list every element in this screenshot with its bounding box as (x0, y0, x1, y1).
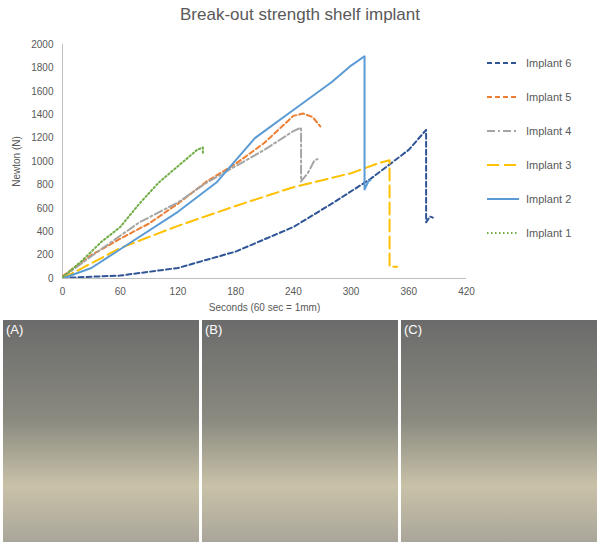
html-text:Implant 4: Implant 4 (526, 125, 572, 137)
html-text:Break-out strength shelf impla: Break-out strength shelf implant (180, 5, 420, 24)
html-text:Implant 2: Implant 2 (526, 193, 572, 205)
html-text:Implant 1: Implant 1 (526, 227, 572, 239)
svg-text:Seconds (60 sec = 1mm): Seconds (60 sec = 1mm) (209, 302, 320, 313)
svg-text:2000: 2000 (31, 39, 54, 50)
svg-text:240: 240 (285, 286, 302, 297)
html-text:Implant 6: Implant 6 (526, 57, 572, 69)
svg-text:360: 360 (400, 286, 417, 297)
html-text:Implant 3: Implant 3 (526, 159, 572, 171)
svg-text:Newton (N): Newton (N) (11, 136, 22, 187)
svg-text:0: 0 (48, 273, 54, 284)
svg-text:120: 120 (170, 286, 187, 297)
svg-text:0: 0 (60, 286, 66, 297)
html-text:(A): (A) (6, 322, 24, 337)
svg-text:400: 400 (37, 226, 54, 237)
svg-text:300: 300 (343, 286, 360, 297)
html-text:(B): (B) (205, 322, 223, 337)
svg-text:1800: 1800 (31, 62, 54, 73)
svg-text:1400: 1400 (31, 109, 54, 120)
svg-text:800: 800 (37, 179, 54, 190)
svg-text:180: 180 (227, 286, 244, 297)
svg-text:60: 60 (115, 286, 127, 297)
svg-text:1200: 1200 (31, 132, 54, 143)
svg-text:600: 600 (37, 203, 54, 214)
html-text:Implant 5: Implant 5 (526, 91, 572, 103)
svg-text:1600: 1600 (31, 86, 54, 97)
html-text:(C): (C) (404, 322, 422, 337)
svg-text:420: 420 (458, 286, 475, 297)
svg-text:1000: 1000 (31, 156, 54, 167)
svg-text:200: 200 (37, 249, 54, 260)
